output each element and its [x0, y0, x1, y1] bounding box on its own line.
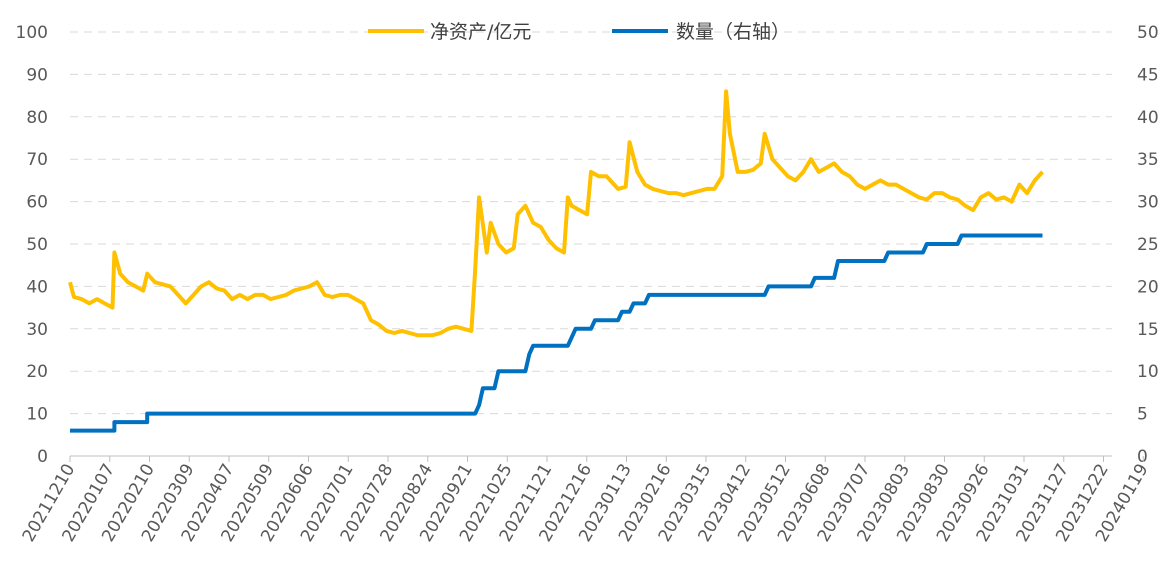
- net-assets-line: [68, 89, 1044, 338]
- left-y-axis: 0 10 20 30 40 50 60 70 80 90 100: [16, 23, 48, 467]
- right-y-axis: 0 5 10 15 20 25 30 35 40 45 50: [1137, 23, 1159, 467]
- count-line: [70, 233, 1043, 433]
- right-tick-label: 10: [1137, 362, 1159, 382]
- legend-label-count: 数量（右轴）: [676, 21, 790, 43]
- left-tick-label: 60: [26, 193, 48, 213]
- right-tick-label: 0: [1137, 447, 1148, 467]
- right-tick-label: 5: [1137, 405, 1148, 425]
- legend-label-net-assets: 净资产/亿元: [430, 21, 531, 43]
- right-tick-label: 20: [1137, 277, 1159, 297]
- right-tick-label: 50: [1137, 23, 1159, 43]
- legend: 净资产/亿元 数量（右轴）: [368, 21, 790, 43]
- left-tick-label: 0: [37, 447, 48, 467]
- series-layer: [68, 89, 1044, 433]
- left-tick-label: 70: [26, 150, 48, 170]
- grid-lines: [70, 31, 1112, 415]
- left-tick-label: 30: [26, 320, 48, 340]
- right-tick-label: 15: [1137, 320, 1159, 340]
- right-tick-label: 45: [1137, 65, 1159, 85]
- right-tick-label: 30: [1137, 193, 1159, 213]
- left-tick-label: 50: [26, 235, 48, 255]
- right-tick-label: 25: [1137, 235, 1159, 255]
- x-axis: 2021121020220107202202102022030920220407…: [19, 455, 1153, 545]
- left-tick-label: 90: [26, 65, 48, 85]
- left-tick-label: 10: [26, 405, 48, 425]
- left-tick-label: 20: [26, 362, 48, 382]
- left-tick-label: 100: [16, 23, 48, 43]
- left-tick-label: 40: [26, 277, 48, 297]
- right-tick-label: 35: [1137, 150, 1159, 170]
- left-tick-label: 80: [26, 108, 48, 128]
- right-tick-label: 40: [1137, 108, 1159, 128]
